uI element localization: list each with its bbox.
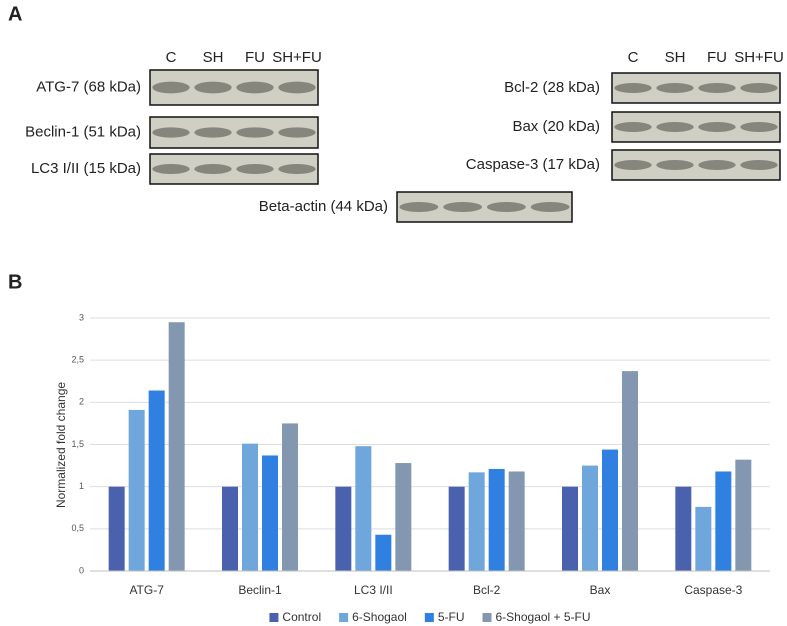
bar <box>695 506 712 571</box>
blot-band <box>194 164 232 174</box>
blot-band <box>443 202 483 212</box>
legend-label: 6-Shogaol + 5-FU <box>496 610 591 624</box>
x-tick-label: Bcl-2 <box>473 583 501 597</box>
blot-band <box>656 83 694 93</box>
x-tick-label: LC3 I/II <box>354 583 393 597</box>
protein-label: ATG-7 (68 kDa) <box>36 78 141 95</box>
protein-label: Bax (20 kDa) <box>512 118 600 135</box>
bar <box>355 446 372 571</box>
y-tick-label: 3 <box>79 312 84 322</box>
y-tick-label: 2 <box>79 397 84 407</box>
bar <box>335 486 352 571</box>
lane-label: SH <box>203 49 224 66</box>
bar <box>675 486 692 571</box>
blot-band <box>236 127 274 138</box>
blot-band <box>278 127 316 138</box>
bar <box>562 486 578 571</box>
y-tick-label: 1 <box>79 481 84 491</box>
bar <box>148 390 165 571</box>
lane-label: FU <box>245 49 265 66</box>
panel-label: B <box>8 271 22 293</box>
blot-band <box>698 160 736 170</box>
x-tick-label: Caspase-3 <box>684 583 742 597</box>
blot-band <box>614 160 652 170</box>
lane-label: SH+FU <box>272 49 322 66</box>
bar <box>375 534 392 571</box>
blot-band <box>740 83 778 93</box>
lane-label: C <box>166 49 177 66</box>
bar <box>108 486 125 571</box>
bar <box>468 472 485 571</box>
bar <box>448 486 465 571</box>
bar <box>735 459 752 571</box>
protein-label: Beta-actin (44 kDa) <box>259 198 388 215</box>
bar <box>508 471 525 571</box>
blot-band <box>152 81 190 94</box>
legend-swatch <box>482 613 492 622</box>
bar <box>622 371 638 571</box>
legend-swatch <box>269 613 279 622</box>
protein-label: Caspase-3 (17 kDa) <box>466 156 600 173</box>
protein-label: Bcl-2 (28 kDa) <box>504 79 600 96</box>
x-tick-label: Beclin-1 <box>238 583 282 597</box>
blot-band <box>656 160 694 170</box>
legend-label: 6-Shogaol <box>352 610 407 624</box>
blot-band <box>236 81 274 94</box>
bar <box>262 455 278 571</box>
protein-label: LC3 I/II (15 kDa) <box>31 160 141 177</box>
blot-band <box>614 122 652 132</box>
blot-band <box>656 122 694 132</box>
panel-label: A <box>8 3 22 25</box>
bar <box>395 463 412 571</box>
lane-label: SH+FU <box>734 49 784 66</box>
bar <box>488 468 505 571</box>
bar <box>222 486 238 571</box>
y-axis-label: Normalized fold change <box>54 382 68 508</box>
blot-band <box>740 160 778 170</box>
bar <box>582 465 598 571</box>
lane-label: C <box>628 49 639 66</box>
lane-label: SH <box>665 49 686 66</box>
bar <box>715 471 732 571</box>
legend-swatch <box>424 613 434 622</box>
blot-band <box>278 164 316 174</box>
bar <box>168 322 185 571</box>
bar <box>602 449 618 571</box>
blot-band <box>530 202 570 212</box>
bar <box>242 443 258 571</box>
blot-band <box>152 164 190 174</box>
x-tick-label: ATG-7 <box>129 583 164 597</box>
blot-band <box>236 164 274 174</box>
blot-band <box>740 122 778 132</box>
legend-label: 5-FU <box>438 610 465 624</box>
blot-band <box>614 83 652 93</box>
bar <box>282 423 298 571</box>
blot-band <box>698 122 736 132</box>
legend-label: Control <box>282 610 321 624</box>
y-tick-label: 2,5 <box>71 355 84 365</box>
x-tick-label: Bax <box>590 583 611 597</box>
blot-band <box>194 81 232 94</box>
blot-band <box>698 83 736 93</box>
blot-band <box>278 81 316 94</box>
legend-swatch <box>339 613 349 622</box>
lane-label: FU <box>707 49 727 66</box>
y-tick-label: 1,5 <box>71 439 84 449</box>
blot-band <box>399 202 439 212</box>
protein-label: Beclin-1 (51 kDa) <box>25 123 141 140</box>
blot-band <box>152 127 190 138</box>
blot-band <box>194 127 232 138</box>
bar <box>128 409 145 571</box>
y-tick-label: 0 <box>79 565 84 575</box>
y-tick-label: 0,5 <box>71 523 84 533</box>
blot-band <box>486 202 526 212</box>
